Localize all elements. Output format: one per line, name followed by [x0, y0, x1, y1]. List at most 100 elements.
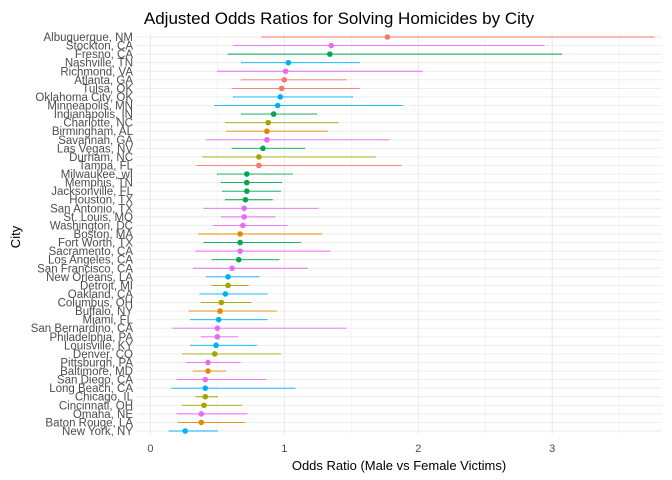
data-point — [244, 188, 250, 194]
y-tick-label: Nashville, TN — [65, 58, 133, 70]
y-tick-label: Charlotte, NC — [63, 118, 133, 130]
y-tick-label: Tampa, FL — [79, 160, 134, 172]
y-tick-label: Long Beach, CA — [49, 383, 133, 395]
y-tick-label: Stockton, CA — [66, 41, 133, 53]
y-tick-label: Las Vegas, NV — [57, 143, 133, 155]
data-point — [214, 325, 221, 332]
y-tick-label: Columbus, OH — [58, 298, 133, 310]
data-point — [198, 419, 205, 426]
data-point — [256, 162, 262, 169]
y-tick-label: New York, NY — [62, 426, 133, 438]
x-axis-title: Odds Ratio (Male vs Female Victims) — [292, 458, 506, 473]
data-point — [237, 231, 243, 237]
data-point — [327, 51, 333, 57]
data-point — [201, 402, 207, 409]
y-tick-label: Memphis, TN — [65, 178, 133, 190]
y-tick-label: Oklahoma City, OK — [35, 92, 133, 104]
y-tick-label: Minneapolis, MN — [47, 101, 133, 113]
data-point — [281, 77, 288, 83]
data-point — [182, 428, 189, 434]
grid-layer — [137, 34, 662, 434]
data-point — [218, 299, 225, 306]
data-point — [202, 385, 209, 391]
data-point — [264, 136, 270, 143]
y-tick-label: Baltimore, MD — [60, 366, 133, 378]
data-point — [237, 239, 243, 246]
y-tick-label: Albuquerque, NM — [44, 32, 134, 44]
data-point — [384, 34, 391, 40]
y-tick-label: Los Angeles, CA — [48, 255, 133, 267]
y-axis-title: City — [8, 225, 23, 248]
data-point — [225, 274, 231, 280]
data-point — [202, 393, 209, 400]
data-point — [277, 94, 284, 100]
y-tick-label: Milwaukee, wI — [61, 169, 133, 181]
y-tick-label: San Antonio, TX — [50, 203, 133, 215]
data-point — [241, 205, 247, 212]
y-tick-label: Sacramento, CA — [49, 246, 134, 258]
y-tick-label: Houston, TX — [69, 195, 133, 207]
data-point — [240, 222, 246, 229]
data-point — [215, 316, 222, 323]
data-point — [265, 119, 272, 126]
y-tick-label: Washington, DC — [50, 220, 133, 232]
y-tick-label: Indianapolis, IN — [54, 109, 133, 121]
data-point — [205, 359, 211, 366]
y-tick-label: Pittsburgh, PA — [60, 357, 133, 369]
data-point — [282, 68, 289, 75]
data-point — [198, 411, 205, 417]
data-point — [205, 368, 211, 374]
data-marks — [168, 34, 655, 434]
y-tick-label: New Orleans, LA — [46, 272, 133, 284]
y-tick-label: Durham, NC — [69, 152, 133, 164]
y-tick-label: Tulsa, OK — [82, 83, 133, 95]
y-tick-label: San Francisco, CA — [37, 263, 133, 275]
data-point — [225, 282, 231, 289]
data-point — [241, 214, 247, 220]
y-tick-label: Oakland, CA — [68, 289, 134, 301]
data-point — [213, 342, 219, 349]
x-tick-label: 1 — [281, 443, 287, 455]
y-tick-label: Savannah, GA — [58, 135, 133, 147]
data-point — [274, 102, 281, 109]
data-point — [229, 265, 235, 272]
data-point — [235, 256, 242, 263]
data-point — [285, 59, 292, 66]
y-tick-label: Miami, FL — [83, 315, 134, 327]
y-tick-label: Louisville, KY — [64, 340, 133, 352]
y-tick-label: Baton Rouge, LA — [45, 417, 133, 429]
y-tick-label: Detroit, MI — [80, 280, 133, 292]
chart-title: Adjusted Odds Ratios for Solving Homicid… — [144, 9, 535, 28]
y-tick-label: Fort Worth, TX — [58, 238, 133, 250]
data-point — [242, 196, 249, 203]
y-tick-label: San Bernardino, CA — [31, 323, 134, 335]
data-point — [222, 291, 229, 297]
x-tick-label: 3 — [549, 443, 555, 455]
data-point — [202, 376, 209, 383]
data-point — [328, 42, 334, 49]
x-tick-label: 0 — [147, 443, 153, 455]
y-tick-label: Chicago, IL — [75, 392, 134, 404]
y-tick-label: St. Louis, MO — [63, 212, 133, 224]
y-tick-label: Birmingham, AL — [52, 126, 134, 138]
y-tick-label: Boston, MA — [74, 229, 134, 241]
data-point — [260, 145, 266, 152]
data-point — [237, 248, 243, 254]
y-tick-label: Philadelphia, PA — [49, 332, 133, 344]
data-point — [270, 111, 277, 117]
data-point — [256, 154, 262, 160]
data-point — [244, 171, 250, 177]
data-point — [244, 179, 250, 186]
data-point — [217, 308, 223, 314]
x-tick-labels: 0 1 2 3 — [147, 443, 555, 455]
y-tick-label: Denver, CO — [73, 349, 133, 361]
y-tick-label: Jacksonville, FL — [51, 186, 133, 198]
y-tick-label: Buffalo, NY — [75, 306, 133, 318]
y-tick-label: San Diego, CA — [57, 375, 133, 387]
y-tick-label: Atlanta, GA — [74, 75, 133, 87]
data-point — [278, 85, 285, 92]
y-tick-label: Richmond, VA — [60, 66, 133, 78]
y-tick-label: Fresno, CA — [75, 49, 133, 61]
